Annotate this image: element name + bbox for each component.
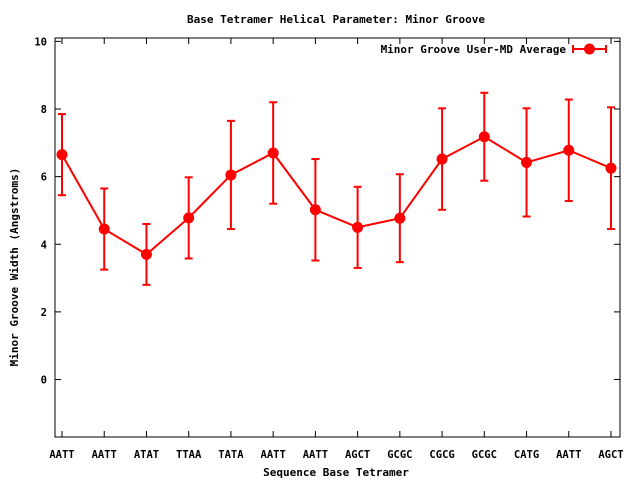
x-tick-label: TTAA (176, 449, 202, 461)
y-axis-label: Minor Groove Width (Angstroms) (8, 168, 21, 367)
data-point (140, 248, 152, 260)
data-point (394, 212, 406, 224)
series-line (61, 135, 612, 256)
data-point (56, 149, 68, 161)
y-axis: 0 2 4 6 8 10 (34, 36, 620, 387)
data-point (521, 156, 533, 168)
x-tick-label: GCGC (472, 449, 497, 461)
data-point (98, 223, 110, 235)
plot-area (54, 37, 621, 438)
x-tick-label: AATT (261, 449, 286, 461)
y-tick-label: 4 (41, 239, 47, 251)
legend-marker (584, 43, 595, 55)
x-tick-label: AGCT (598, 449, 623, 461)
chart-title: Base Tetramer Helical Parameter: Minor G… (187, 13, 485, 26)
y-tick-label: 0 (41, 375, 47, 387)
x-tick-label: AATT (556, 449, 581, 461)
data-point (267, 147, 279, 159)
data-point (478, 131, 490, 143)
x-tick-label: AATT (49, 449, 74, 461)
data-point (225, 169, 237, 181)
x-tick-label: CATG (514, 449, 539, 461)
y-tick-label: 10 (34, 36, 47, 48)
legend: Minor Groove User-MD Average (381, 43, 607, 56)
x-tick-label: AATT (303, 449, 328, 461)
y-tick-label: 6 (41, 172, 47, 184)
x-tick-label: ATAT (134, 449, 159, 461)
legend-label: Minor Groove User-MD Average (381, 43, 567, 56)
data-point (352, 221, 364, 233)
data-point (309, 204, 321, 216)
y-tick-label: 8 (41, 104, 47, 116)
series-layer (56, 91, 617, 286)
plot-frame (54, 37, 621, 438)
data-point (605, 162, 617, 174)
x-tick-label: GCGC (387, 449, 412, 461)
x-tick-label: AATT (92, 449, 117, 461)
data-point (563, 144, 575, 156)
x-tick-label: AGCT (345, 449, 370, 461)
x-tick-label: CGCG (429, 449, 454, 461)
x-tick-label: TATA (218, 449, 244, 461)
x-axis-label: Sequence Base Tetramer (263, 466, 409, 479)
y-tick-label: 2 (41, 307, 47, 319)
data-point (436, 153, 448, 165)
data-point (183, 212, 195, 224)
x-axis: AATT AATT ATAT TTAA TATA AATT AATT AGCT GCGC CGCG… (49, 38, 624, 461)
